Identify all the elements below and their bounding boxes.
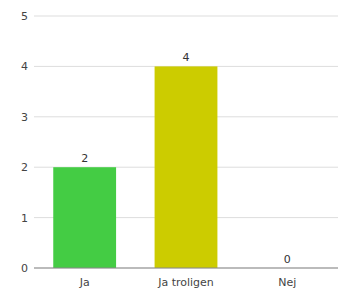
grid-line	[34, 268, 338, 269]
x-tick-label: Ja	[79, 276, 90, 289]
y-tick-label: 2	[21, 161, 28, 174]
x-axis-line	[34, 268, 338, 269]
chart-svg: 0 1 2 3 4 5 Ja Ja troligen Nej 2 4 0	[0, 0, 350, 300]
data-labels: 2 4 0	[81, 51, 291, 266]
y-tick-label: 3	[21, 111, 28, 124]
grid-line	[34, 16, 338, 17]
data-label: 0	[284, 253, 291, 266]
data-label: 4	[183, 51, 190, 64]
y-tick-label: 5	[21, 10, 28, 23]
bars	[53, 66, 217, 268]
data-label: 2	[81, 152, 88, 165]
y-axis: 0 1 2 3 4 5	[21, 10, 338, 275]
x-tick-label: Nej	[278, 276, 296, 289]
x-axis: Ja Ja troligen Nej	[79, 276, 297, 289]
y-tick-label: 4	[21, 60, 28, 73]
x-tick-label: Ja troligen	[157, 276, 214, 289]
chart-container: 0 1 2 3 4 5 Ja Ja troligen Nej 2 4 0	[0, 0, 350, 300]
bar	[53, 167, 116, 268]
bar	[155, 66, 218, 268]
y-tick-label: 0	[21, 262, 28, 275]
y-tick-label: 1	[21, 212, 28, 225]
